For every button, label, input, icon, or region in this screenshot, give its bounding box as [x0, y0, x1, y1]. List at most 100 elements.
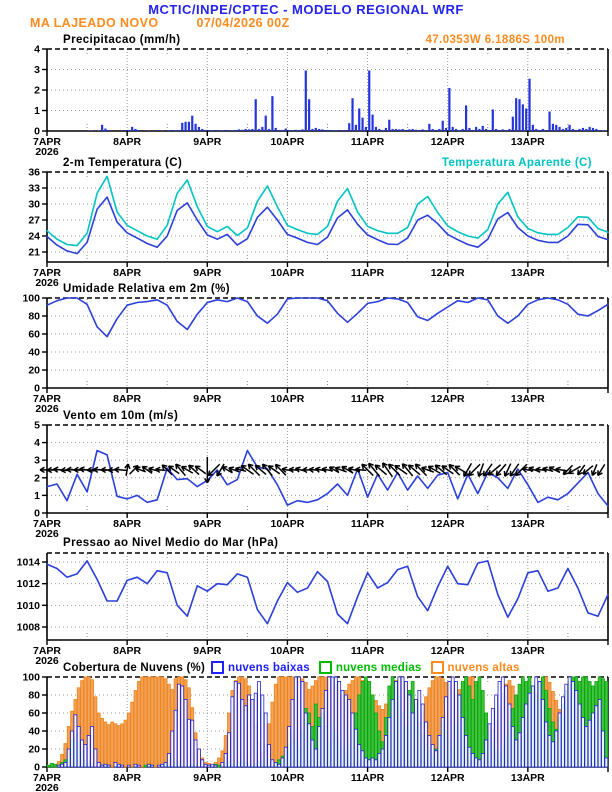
station-name: MA LAJEADO NOVO [30, 16, 159, 30]
wind-arrow [161, 464, 173, 476]
svg-text:7APR: 7APR [33, 267, 61, 279]
svg-text:5: 5 [34, 420, 40, 432]
wind-arrow [468, 463, 481, 477]
svg-text:11APR: 11APR [351, 772, 385, 784]
wind-arrow [509, 463, 520, 477]
svg-text:9APR: 9APR [193, 518, 221, 530]
svg-text:10APR: 10APR [270, 136, 304, 148]
svg-text:60: 60 [28, 329, 40, 341]
panel-temperature: 21 24 27 30 33 36 7APR 8APR 9APR 10APR 11APR 12APR 1… [28, 167, 609, 289]
legend-nuvens-baixas: nuvens baixas [210, 661, 310, 674]
wind-arrow [167, 465, 180, 475]
svg-text:30: 30 [28, 199, 40, 211]
wind-arrow [194, 465, 207, 475]
svg-text:10APR: 10APR [270, 772, 304, 784]
svg-text:1010: 1010 [17, 600, 41, 612]
svg-text:80: 80 [28, 311, 40, 323]
wind-arrow [487, 464, 502, 476]
wind-arrow [427, 465, 441, 475]
wind-arrow [180, 465, 194, 474]
panel-precipitation: 0 1 2 3 4 7APR 8APR 9APR 10APR 11APR 12APR 13APR 202… [33, 44, 609, 158]
temperature-title: 2-m Temperatura (C) [63, 157, 183, 169]
panel-pressure: 1008 1010 1012 1014 7APR 8APR 9APR 10APR 11APR 12… [17, 552, 609, 667]
wind-arrow [367, 462, 381, 477]
wind-arrow [495, 463, 507, 477]
wind-arrow [361, 463, 374, 477]
svg-text:21: 21 [28, 247, 40, 259]
wind-arrow [124, 463, 131, 476]
wind-arrow [477, 463, 485, 478]
svg-text:8APR: 8APR [113, 393, 141, 405]
wind-arrow [155, 466, 166, 474]
wind-arrow [463, 463, 473, 478]
wind-arrow [175, 463, 186, 477]
wind-arrow [204, 456, 211, 484]
wind-arrow [421, 466, 435, 473]
wind-arrow [582, 465, 594, 475]
svg-text:2: 2 [34, 85, 40, 97]
nuvens-altas-swatch [430, 661, 444, 674]
wind-arrow [221, 466, 233, 474]
svg-text:10APR: 10APR [270, 518, 304, 530]
svg-text:2026: 2026 [35, 655, 59, 667]
svg-text:2026: 2026 [35, 403, 59, 415]
svg-text:13APR: 13APR [511, 393, 545, 405]
svg-text:0: 0 [34, 762, 40, 774]
svg-text:13APR: 13APR [511, 645, 545, 657]
wind-arrow [274, 463, 287, 476]
legend-nuvens-altas: nuvens altas [430, 661, 520, 674]
panel-humidity: 0 20 40 60 80 100 7APR 8APR 9APR 10APR 11APR 12APR 1… [22, 293, 609, 415]
svg-text:4: 4 [34, 44, 40, 56]
wind-arrow [267, 465, 281, 475]
cloud-legend: Cobertura de Nuvens (%) nuvens baixas nu… [63, 661, 529, 674]
svg-text:2026: 2026 [35, 528, 59, 540]
precipitation-title: Precipitacao (mm/h) [63, 34, 181, 46]
svg-text:12APR: 12APR [431, 645, 465, 657]
wind-arrow [407, 464, 421, 476]
wind-arrow [234, 466, 247, 473]
svg-text:24: 24 [28, 231, 40, 243]
svg-text:1012: 1012 [17, 578, 41, 590]
wind-arrow [114, 466, 127, 473]
wind-arrow [334, 466, 347, 473]
svg-text:20: 20 [28, 744, 40, 756]
wind-arrow [129, 464, 139, 475]
svg-text:36: 36 [28, 167, 40, 179]
humidity-title: Umidade Relativa em 2m (%) [63, 283, 230, 295]
nuvens-medias-swatch [318, 661, 332, 674]
station-coordinates: 47.0353W 6.1886S 100m [425, 34, 565, 46]
svg-text:9APR: 9APR [193, 393, 221, 405]
svg-text:0: 0 [34, 126, 40, 138]
wind-arrow [328, 466, 340, 474]
wind-arrow [387, 463, 401, 477]
svg-text:2026: 2026 [35, 146, 59, 158]
svg-text:10APR: 10APR [270, 393, 304, 405]
svg-text:2026: 2026 [35, 782, 59, 792]
wind-arrow [254, 464, 267, 475]
svg-text:11APR: 11APR [351, 518, 385, 530]
svg-text:80: 80 [28, 690, 40, 702]
svg-text:40: 40 [28, 347, 40, 359]
wind-arrow [597, 463, 606, 477]
svg-text:1: 1 [34, 105, 40, 117]
svg-text:9APR: 9APR [193, 267, 221, 279]
wind-arrow [240, 464, 254, 475]
wind-arrow [374, 464, 388, 476]
svg-text:60: 60 [28, 708, 40, 720]
wind-arrow [448, 463, 461, 476]
panel-wind: 0 1 2 3 4 5 7APR 8APR 9APR 10APR 11APR 12APR 13APR 20… [33, 420, 609, 540]
svg-text:7APR: 7APR [33, 136, 61, 148]
svg-text:3: 3 [34, 64, 40, 76]
svg-text:0: 0 [34, 383, 40, 395]
svg-text:2: 2 [34, 472, 40, 484]
svg-text:1: 1 [34, 490, 40, 502]
svg-text:9APR: 9APR [193, 772, 221, 784]
svg-text:10APR: 10APR [270, 645, 304, 657]
svg-text:7APR: 7APR [33, 518, 61, 530]
wind-arrow [562, 464, 574, 476]
svg-text:7APR: 7APR [33, 772, 61, 784]
wind-arrow [590, 464, 598, 477]
svg-text:9APR: 9APR [193, 136, 221, 148]
wind-arrow [187, 464, 200, 476]
